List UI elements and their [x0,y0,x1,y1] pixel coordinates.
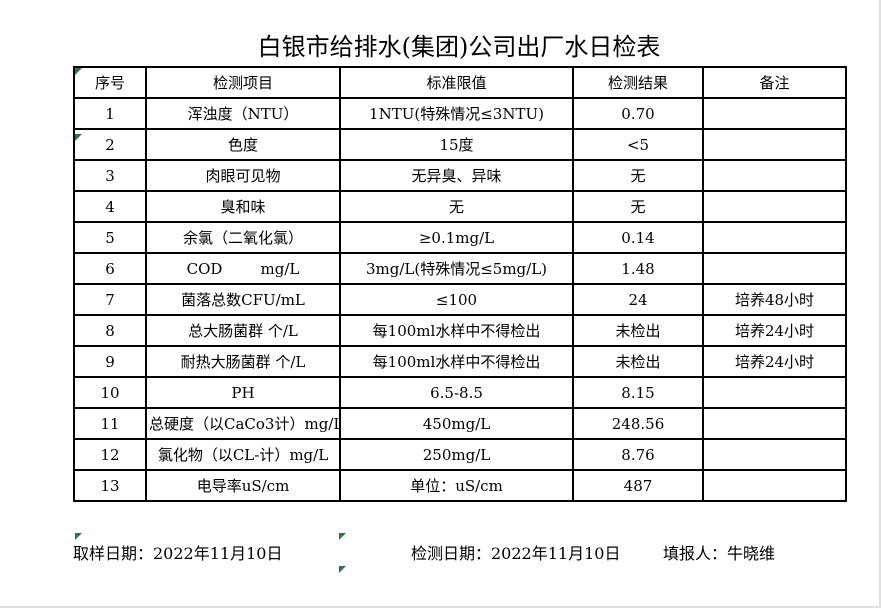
cell-item: 电导率uS/cm [145,469,341,502]
cell-note: 培养24小时 [702,314,847,347]
cell-no: 10 [73,376,147,409]
cell-limit: 3mg/L(特殊情况≤5mg/L) [339,252,574,285]
cell-result: 8.76 [572,438,704,471]
table-row: 12 氯化物（以CL-计）mg/L 250mg/L 8.76 [73,438,847,471]
table-row: 11 总硬度（以CaCo3计）mg/L 450mg/L 248.56 [73,407,847,440]
cell-note [702,221,847,254]
cell-item: 总大肠菌群 个/L [145,314,341,347]
cell-item: 肉眼可见物 [145,159,341,192]
column-header-no: 序号 [73,66,147,99]
cell-limit: 无 [339,190,574,223]
cell-note [702,97,847,130]
cell-result: 0.70 [572,97,704,130]
table-row: 8 总大肠菌群 个/L 每100ml水样中不得检出 未检出 培养24小时 [73,314,847,347]
cell-no: 5 [73,221,147,254]
cell-item: 色度 [145,128,341,161]
table-header-row: 序号 检测项目 标准限值 检测结果 备注 [73,66,847,99]
cell-error-indicator-icon [75,533,82,540]
cell-item: 耐热大肠菌群 个/L [145,345,341,378]
cell-no: 2 [73,128,147,161]
cell-limit: ≤100 [339,283,574,316]
cell-result: 无 [572,190,704,223]
cell-limit: ≥0.1mg/L [339,221,574,254]
column-header-result: 检测结果 [572,66,704,99]
cell-item: 臭和味 [145,190,341,223]
cell-no: 8 [73,314,147,347]
cell-note [702,469,847,502]
cell-item: COD mg/L [145,252,341,285]
cell-limit: 6.5-8.5 [339,376,574,409]
column-header-note: 备注 [702,66,847,99]
cell-result: 487 [572,469,704,502]
cell-no: 9 [73,345,147,378]
reporter-label: 填报人：牛晓维 [663,544,776,563]
cell-limit: 每100ml水样中不得检出 [339,345,574,378]
cell-result: 未检出 [572,345,704,378]
cell-limit: 每100ml水样中不得检出 [339,314,574,347]
cell-note [702,128,847,161]
table-row: 2 色度 15度 <5 [73,128,847,161]
cell-item: 菌落总数CFU/mL [145,283,341,316]
cell-result: <5 [572,128,704,161]
cell-item: 余氯（二氧化氯） [145,221,341,254]
cell-no: 13 [73,469,147,502]
table-row: 1 浑浊度（NTU） 1NTU(特殊情况≤3NTU) 0.70 [73,97,847,130]
cell-result: 1.48 [572,252,704,285]
cell-error-indicator-icon [339,566,346,573]
cell-error-indicator-icon [339,533,346,540]
table-row: 13 电导率uS/cm 单位：uS/cm 487 [73,469,847,502]
table-row: 5 余氯（二氧化氯） ≥0.1mg/L 0.14 [73,221,847,254]
table-row: 9 耐热大肠菌群 个/L 每100ml水样中不得检出 未检出 培养24小时 [73,345,847,378]
cell-note: 培养24小时 [702,345,847,378]
cell-note [702,407,847,440]
cell-note [702,252,847,285]
cell-limit: 450mg/L [339,407,574,440]
table-row: 6 COD mg/L 3mg/L(特殊情况≤5mg/L) 1.48 [73,252,847,285]
cell-item: PH [145,376,341,409]
cell-no: 11 [73,407,147,440]
table-row: 4 臭和味 无 无 [73,190,847,223]
cell-no: 3 [73,159,147,192]
table-row: 7 菌落总数CFU/mL ≤100 24 培养48小时 [73,283,847,316]
cell-limit: 单位：uS/cm [339,469,574,502]
cell-item: 浑浊度（NTU） [145,97,341,130]
table-row: 10 PH 6.5-8.5 8.15 [73,376,847,409]
cell-no: 4 [73,190,147,223]
cell-result: 8.15 [572,376,704,409]
cell-note [702,190,847,223]
cell-no: 1 [73,97,147,130]
cell-result: 0.14 [572,221,704,254]
column-header-limit: 标准限值 [339,66,574,99]
cell-no: 6 [73,252,147,285]
cell-note [702,438,847,471]
page-title: 白银市给排水(集团)公司出厂水日检表 [257,33,661,61]
cell-result: 无 [572,159,704,192]
cell-item: 总硬度（以CaCo3计）mg/L [145,407,341,440]
cell-item: 氯化物（以CL-计）mg/L [145,438,341,471]
cell-limit: 1NTU(特殊情况≤3NTU) [339,97,574,130]
cell-no: 7 [73,283,147,316]
table-row: 3 肉眼可见物 无异臭、异味 无 [73,159,847,192]
cell-result: 未检出 [572,314,704,347]
cell-limit: 15度 [339,128,574,161]
cell-limit: 无异臭、异味 [339,159,574,192]
test-date-label: 检测日期：2022年11月10日 [411,544,621,563]
cell-result: 248.56 [572,407,704,440]
cell-error-indicator-icon [75,134,82,141]
cell-limit: 250mg/L [339,438,574,471]
cell-no: 12 [73,438,147,471]
cell-note: 培养48小时 [702,283,847,316]
inspection-table: 序号 检测项目 标准限值 检测结果 备注 1 浑浊度（NTU） 1NTU(特殊情… [73,66,847,502]
cell-result: 24 [572,283,704,316]
column-header-item: 检测项目 [145,66,341,99]
cell-note [702,159,847,192]
sampling-date-label: 取样日期：2022年11月10日 [73,544,283,563]
cell-note [702,376,847,409]
cell-error-indicator-icon [75,68,82,75]
